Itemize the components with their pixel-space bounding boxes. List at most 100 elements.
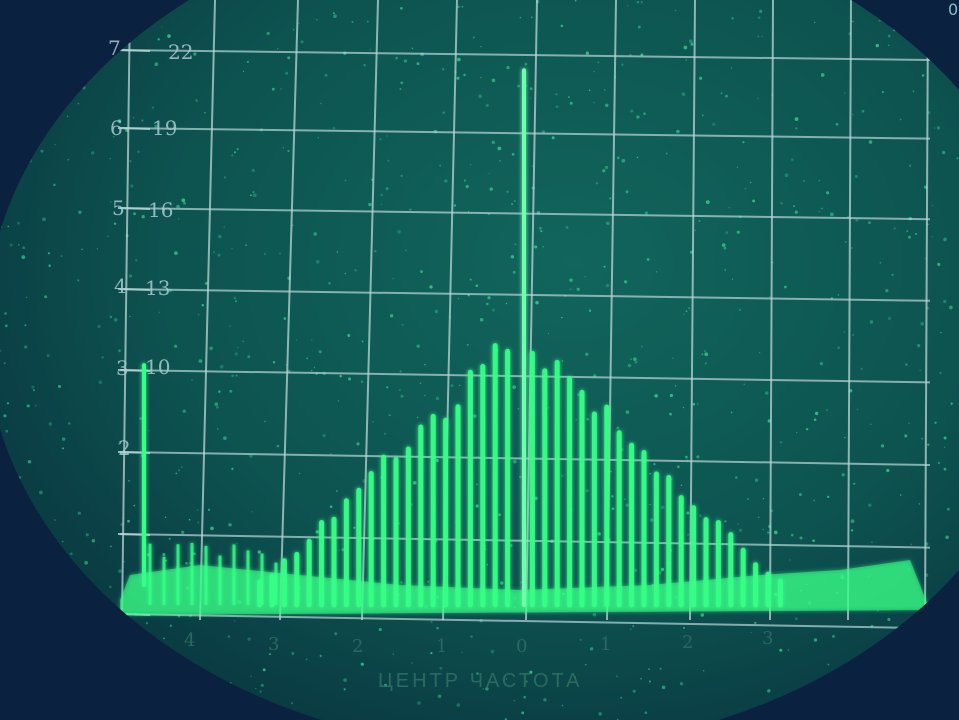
phosphor-speck	[650, 518, 654, 522]
phosphor-speck	[322, 433, 326, 438]
phosphor-speck	[66, 115, 69, 118]
phosphor-speck	[519, 475, 522, 479]
phosphor-speck	[328, 281, 331, 285]
phosphor-speck	[488, 172, 490, 175]
phosphor-speck	[152, 106, 155, 109]
phosphor-speck	[551, 136, 555, 140]
phosphor-speck	[430, 620, 433, 624]
phosphor-speck	[162, 552, 166, 557]
phosphor-speck	[379, 138, 382, 141]
phosphor-speck	[435, 458, 439, 463]
phosphor-speck	[317, 136, 319, 139]
phosphor-speck	[548, 407, 550, 409]
phosphor-speck	[439, 164, 442, 167]
phosphor-speck	[356, 442, 360, 446]
phosphor-speck	[400, 6, 403, 10]
phosphor-speck	[252, 193, 257, 198]
phosphor-speck	[505, 678, 508, 680]
phosphor-speck	[742, 141, 745, 144]
phosphor-speck	[743, 383, 746, 386]
phosphor-speck	[480, 45, 482, 48]
phosphor-speck	[625, 503, 629, 507]
phosphor-speck	[575, 418, 578, 421]
phosphor-speck	[584, 663, 587, 666]
phosphor-speck	[403, 59, 408, 63]
phosphor-speck	[758, 352, 761, 354]
phosphor-speck	[236, 148, 239, 151]
phosphor-speck	[39, 490, 43, 495]
phosphor-speck	[62, 540, 64, 543]
phosphor-speck	[704, 352, 709, 357]
phosphor-speck	[292, 28, 295, 31]
phosphor-speck	[193, 52, 197, 56]
phosphor-speck	[511, 203, 514, 206]
phosphor-speck	[888, 44, 890, 46]
center-frequency-caption: ЦЕНТР ЧАСТОТА	[378, 670, 583, 692]
phosphor-speck	[98, 380, 103, 385]
phosphor-speck	[931, 204, 934, 207]
phosphor-speck	[231, 467, 234, 470]
phosphor-speck	[569, 288, 572, 291]
phosphor-speck	[814, 411, 819, 416]
phosphor-speck	[344, 272, 346, 275]
phosphor-speck	[779, 441, 783, 444]
phosphor-speck	[621, 158, 626, 163]
phosphor-speck	[480, 76, 482, 79]
phosphor-speck	[837, 294, 840, 296]
phosphor-speck	[682, 406, 685, 409]
phosphor-speck	[845, 241, 847, 243]
phosphor-speck	[229, 325, 231, 327]
phosphor-speck	[84, 560, 88, 565]
phosphor-speck	[5, 429, 9, 433]
phosphor-speck	[360, 662, 364, 666]
phosphor-speck	[139, 417, 142, 420]
phosphor-speck	[320, 102, 322, 105]
phosphor-speck	[42, 217, 46, 222]
phosphor-speck	[329, 505, 333, 509]
graticule-vertical-line	[361, 0, 379, 621]
phosphor-speck	[133, 212, 136, 216]
phosphor-speck	[234, 151, 236, 154]
phosphor-speck	[306, 357, 309, 360]
phosphor-speck	[158, 311, 161, 314]
phosphor-speck	[132, 116, 135, 119]
phosphor-speck	[475, 504, 479, 508]
phosphor-speck	[616, 675, 618, 677]
phosphor-speck	[231, 374, 235, 378]
phosphor-speck	[0, 349, 2, 352]
phosphor-speck	[298, 22, 300, 25]
phosphor-speck	[655, 270, 658, 273]
phosphor-speck	[107, 235, 109, 238]
phosphor-speck	[262, 668, 266, 672]
scale-right-label: 10	[145, 355, 171, 379]
phosphor-speck	[579, 639, 582, 641]
phosphor-speck	[757, 97, 759, 100]
phosphor-speck	[514, 243, 517, 246]
phosphor-speck	[113, 317, 118, 322]
phosphor-speck	[956, 157, 959, 160]
phosphor-speck	[276, 444, 280, 448]
phosphor-speck	[78, 210, 82, 214]
phosphor-speck	[931, 235, 934, 238]
phosphor-speck	[513, 199, 516, 202]
phosphor-speck	[351, 21, 354, 23]
phosphor-speck	[457, 297, 460, 300]
x-tick-label: 0	[516, 636, 528, 657]
phosphor-speck	[31, 385, 35, 389]
phosphor-speck	[489, 187, 493, 191]
phosphor-speck	[430, 652, 433, 655]
phosphor-speck	[22, 246, 26, 250]
phosphor-speck	[223, 226, 225, 228]
phosphor-speck	[169, 624, 173, 627]
phosphor-speck	[597, 532, 601, 536]
phosphor-speck	[386, 135, 388, 137]
phosphor-speck	[669, 412, 672, 416]
phosphor-speck	[749, 181, 752, 184]
phosphor-speck	[157, 38, 160, 41]
phosphor-speck	[475, 284, 479, 287]
phosphor-speck	[118, 442, 121, 446]
phosphor-speck	[338, 549, 341, 551]
phosphor-speck	[97, 324, 101, 329]
phosphor-speck	[360, 380, 364, 384]
phosphor-speck	[228, 523, 232, 527]
